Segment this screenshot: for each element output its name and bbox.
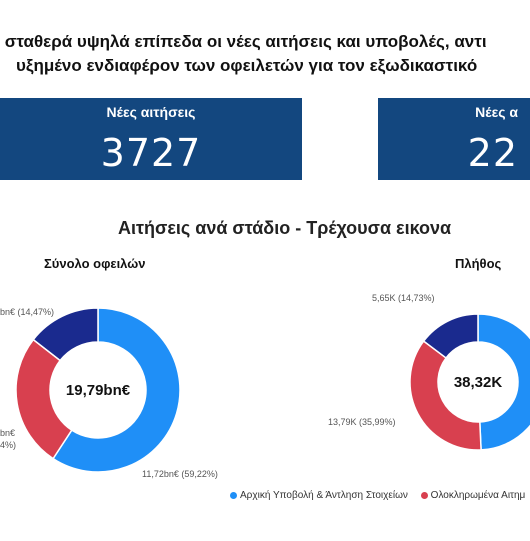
legend-item-completed: Ολοκληρωμένα Αιτημ [430,490,526,501]
headline-line-2: υξημένο ενδιαφέρον των οφειλετών για τον… [16,56,478,75]
section-title: Αιτήσεις ανά στάδιο - Τρέχουσα εικονα [118,218,452,238]
slice-data-label: bn€ [0,428,15,438]
slice-data-label: 13,79K (35,99%) [328,417,396,427]
legend: Αρχική Υποβολή & Άντληση Στοιχείων Ολοκλ… [230,490,530,501]
legend-item-initial-submission: Αρχική Υποβολή & Άντληση Στοιχείων [240,490,408,501]
kpi-label: Νέες α [475,104,518,120]
kpi-card-second: Νέες α 22 [378,98,530,180]
donut-center-total: 38,32K [454,374,503,391]
headline-line-1: ε σταθερά υψηλά επίπεδα οι νέες αιτήσεις… [0,32,487,51]
kpi-label: Νέες αιτήσεις [106,104,196,120]
slice-data-label: 5,65K (14,73%) [372,293,435,303]
chart-title-total-debt: Σύνολο οφειλών [44,256,146,271]
kpi-value: 22 [467,131,518,175]
donut-center-total: 19,79bn€ [66,382,131,399]
donut-slice [52,307,181,473]
donut-slice [409,340,482,451]
kpi-card-new-applications: Νέες αιτήσεις 3727 [0,98,302,180]
slice-data-label: bn€ (14,47%) [0,307,54,317]
chart-title-count: Πλήθος [455,256,502,271]
donut-slice [477,313,530,451]
kpi-value: 3727 [100,131,202,175]
slice-data-label: 11,72bn€ (59,22%) [142,469,218,479]
legend-marker [420,492,428,499]
legend-marker [230,492,237,499]
slice-data-label: 4%) [0,440,16,450]
donut-slice [32,307,99,362]
donut-slice [422,313,479,359]
